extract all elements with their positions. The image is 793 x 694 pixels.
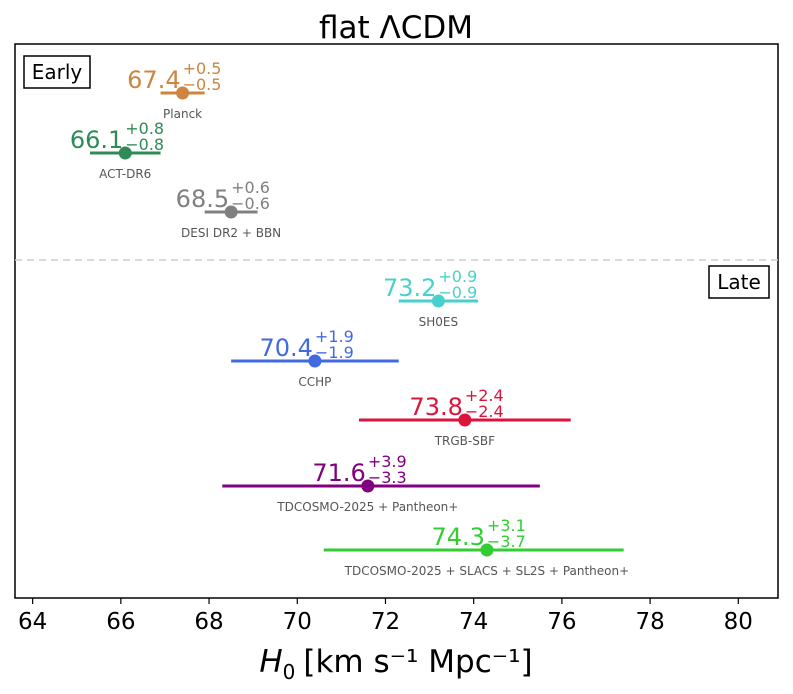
x-tick-label: 64 <box>18 609 47 635</box>
x-axis-symbol: H <box>259 644 282 680</box>
x-tick-label: 70 <box>283 609 312 635</box>
error-plus-label: +3.1 <box>487 516 526 535</box>
error-plus-label: +2.4 <box>465 386 504 405</box>
point-group: 68.5 +0.6−0.6 DESI DR2 + BBN <box>176 178 282 240</box>
error-minus-label: −1.9 <box>315 343 354 362</box>
x-tick-label: 72 <box>371 609 400 635</box>
data-point <box>176 86 190 100</box>
dataset-label: TDCOSMO-2025 + SLACS + SL2S + Pantheon+ <box>344 564 630 578</box>
value-label: 73.8 <box>409 393 462 421</box>
legend-late: Late <box>708 265 770 299</box>
late-box <box>708 265 770 299</box>
error-minus-label: −2.4 <box>465 402 504 421</box>
x-tick-label: 66 <box>106 609 135 635</box>
dataset-label: DESI DR2 + BBN <box>181 226 281 240</box>
error-minus-label: −0.9 <box>438 283 477 302</box>
x-tick-label: 74 <box>459 609 488 635</box>
error-minus-label: −0.6 <box>231 194 270 213</box>
error-plus-label: +3.9 <box>368 452 407 471</box>
point-group: 73.8 +2.4−2.4 TRGB-SBF <box>359 386 571 448</box>
early-label: Early <box>32 60 83 84</box>
point-group: 66.1 +0.8−0.8 ACT-DR6 <box>70 119 164 181</box>
error-plus-label: +0.5 <box>183 59 222 78</box>
data-point <box>480 543 494 557</box>
error-plus-label: +0.6 <box>231 178 270 197</box>
x-tick-label: 76 <box>547 609 576 635</box>
dataset-label: CCHP <box>298 375 331 389</box>
error-plus-label: +0.9 <box>438 267 477 286</box>
x-tick-label: 80 <box>724 609 753 635</box>
chart-title: flat ΛCDM <box>319 10 473 46</box>
error-minus-label: −0.8 <box>125 135 164 154</box>
point-group: 70.4 +1.9−1.9 CCHP <box>231 327 399 389</box>
dataset-label: Planck <box>163 107 202 121</box>
data-point <box>118 146 132 160</box>
value-label: 68.5 <box>176 185 229 213</box>
error-plus-label: +1.9 <box>315 327 354 346</box>
dataset-label: TRGB-SBF <box>434 434 495 448</box>
value-label: 67.4 <box>127 66 180 94</box>
legend-early: Early <box>23 55 91 89</box>
x-tick-label: 68 <box>194 609 223 635</box>
x-axis-label: H0 [km s⁻¹ Mpc⁻¹] <box>259 644 532 684</box>
error-plus-label: +0.8 <box>125 119 164 138</box>
error-minus-label: −3.3 <box>368 468 407 487</box>
early-box <box>23 55 91 89</box>
point-group: 67.4 +0.5−0.5 Planck <box>127 59 221 121</box>
x-axis-units: [km s⁻¹ Mpc⁻¹] <box>303 644 532 680</box>
value-label: 66.1 <box>70 126 123 154</box>
plot-frame <box>14 43 779 599</box>
data-point <box>431 294 445 308</box>
data-point <box>308 354 322 368</box>
data-points: 67.4 +0.5−0.5 Planck 66.1 +0.8−0.8 ACT-DR6 68.… <box>70 59 629 578</box>
late-label: Late <box>717 270 761 294</box>
point-group: 73.2 +0.9−0.9 SH0ES <box>383 267 479 329</box>
point-group: 74.3 +3.1−3.7 TDCOSMO-2025 + SLACS + SL2S … <box>323 516 630 578</box>
error-minus-label: −3.7 <box>487 532 526 551</box>
dataset-label: ACT-DR6 <box>99 167 151 181</box>
x-axis-ticks: 64 66 68 70 72 74 76 78 80 <box>18 598 753 635</box>
point-group: 71.6 +3.9−3.3 TDCOSMO-2025 + Pantheon+ <box>222 452 540 514</box>
data-point <box>361 479 375 493</box>
value-label: 73.2 <box>383 274 436 302</box>
value-label: 71.6 <box>312 459 365 487</box>
dataset-label: SH0ES <box>419 315 458 329</box>
error-minus-label: −0.5 <box>183 75 222 94</box>
dataset-label: TDCOSMO-2025 + Pantheon+ <box>276 500 458 514</box>
x-axis-subscript: 0 <box>283 660 296 684</box>
value-label: 74.3 <box>431 523 484 551</box>
data-point <box>224 205 238 219</box>
x-tick-label: 78 <box>635 609 664 635</box>
data-point <box>458 413 472 427</box>
value-label: 70.4 <box>259 334 312 362</box>
